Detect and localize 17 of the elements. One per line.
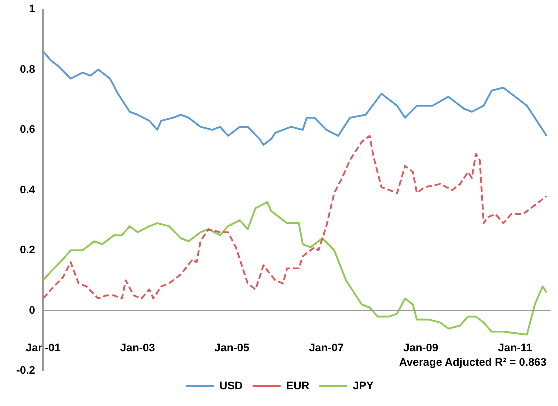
legend-label: EUR: [286, 380, 310, 393]
legend-label: JPY: [353, 380, 375, 393]
y-tick-label: 0: [29, 304, 36, 317]
line-series: [43, 135, 548, 300]
y-tick-label: 0.2: [20, 244, 36, 257]
y-tick-label: -0.2: [16, 365, 36, 378]
annotation: Average Adjucted R² = 0.863: [399, 356, 547, 369]
y-tick-label: 0.4: [20, 184, 36, 196]
legend-label: USD: [220, 380, 243, 393]
x-tick-label: Jan-11: [498, 342, 533, 354]
y-tick-label: 1: [29, 4, 36, 16]
x-tick-label: Jan-09: [404, 342, 438, 354]
x-tick-label: Jan-05: [214, 342, 250, 354]
y-tick-label: 0.6: [20, 124, 36, 136]
y-tick-label: 0.8: [20, 64, 36, 76]
x-tick-label: Jan-03: [120, 342, 156, 354]
x-tick-label: Jan-07: [309, 342, 344, 354]
